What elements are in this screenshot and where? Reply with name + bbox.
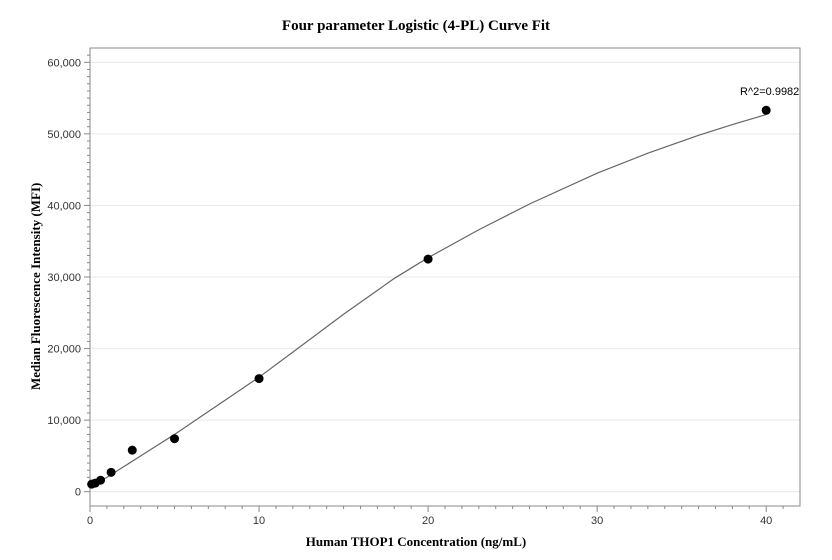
chart-plot: 0 10 20 30 40 0 10,000 20,000 30,000 40,000 50,000… xyxy=(0,0,832,560)
svg-text:40,000: 40,000 xyxy=(47,200,81,212)
chart-container: Four parameter Logistic (4-PL) Curve Fit… xyxy=(0,0,832,560)
svg-text:50,000: 50,000 xyxy=(47,129,81,141)
svg-text:0: 0 xyxy=(75,487,81,499)
svg-text:30,000: 30,000 xyxy=(47,272,81,284)
svg-text:30: 30 xyxy=(591,515,603,527)
svg-text:0: 0 xyxy=(87,515,93,527)
svg-text:60,000: 60,000 xyxy=(47,57,81,69)
svg-text:40: 40 xyxy=(760,515,772,527)
svg-text:20,000: 20,000 xyxy=(47,344,81,356)
svg-text:10: 10 xyxy=(253,515,265,527)
svg-text:20: 20 xyxy=(422,515,434,527)
svg-text:10,000: 10,000 xyxy=(47,415,81,427)
